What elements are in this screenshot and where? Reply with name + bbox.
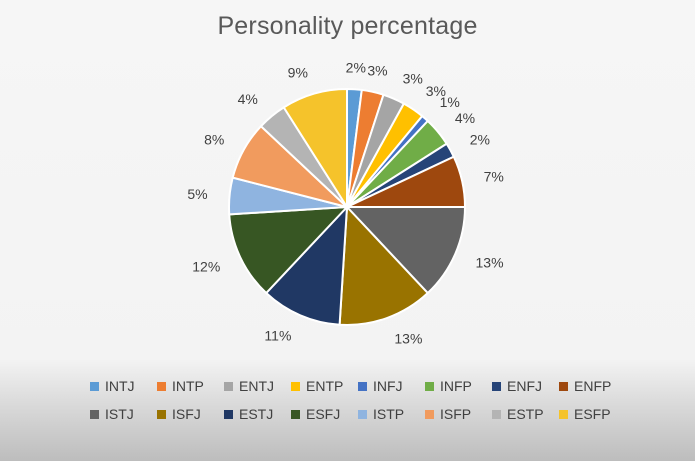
legend-swatch (90, 381, 99, 391)
legend-label: INTP (172, 378, 204, 394)
chart-legend: INTJ INTP ENTJ ENTP INFJ INFP ENFJ ENFP ISTJ ISF… (90, 372, 630, 428)
data-label-esfp: 9% (288, 65, 308, 81)
legend-item-entj: ENTJ (224, 378, 291, 394)
legend-label: ISFP (440, 406, 472, 422)
legend-swatch (492, 381, 501, 391)
legend-swatch (559, 381, 568, 391)
legend-swatch (157, 381, 166, 391)
legend-swatch (291, 409, 300, 419)
legend-item-intj: INTJ (90, 378, 157, 394)
legend-item-istp: ISTP (358, 406, 425, 422)
legend-item-infj: INFJ (358, 378, 425, 394)
legend-label: ENTP (306, 378, 344, 394)
legend-item-esfp: ESFP (559, 406, 626, 422)
data-label-intp: 3% (367, 62, 387, 78)
legend-item-enfj: ENFJ (492, 378, 559, 394)
legend-label: INFJ (373, 378, 403, 394)
data-label-istj: 13% (476, 255, 504, 271)
chart-title: Personality percentage (217, 12, 478, 40)
legend-label: ESFP (574, 406, 611, 422)
legend-row: INTJ INTP ENTJ ENTP INFJ INFP ENFJ ENFP (90, 372, 630, 400)
data-label-isfj: 13% (394, 331, 422, 347)
legend-item-enfp: ENFP (559, 378, 626, 394)
legend-item-estp: ESTP (492, 406, 559, 422)
pie-slice-esfj (228, 205, 350, 295)
legend-label: INTJ (105, 378, 135, 394)
legend-label: INFP (440, 378, 472, 394)
data-label-istp: 5% (187, 186, 207, 202)
data-label-infp: 4% (455, 110, 475, 126)
legend-label: ENFJ (507, 378, 542, 394)
data-label-infj: 1% (440, 94, 460, 110)
legend-label: ISTJ (105, 406, 134, 422)
pie-slice-isfj (338, 204, 430, 326)
data-label-enfp: 7% (484, 169, 504, 185)
data-label-intj: 2% (346, 59, 366, 75)
legend-swatch (358, 381, 367, 391)
pie-slice-esfp (282, 87, 348, 211)
legend-swatch (224, 381, 233, 391)
legend-label: ENTJ (239, 378, 274, 394)
legend-swatch (157, 409, 166, 419)
legend-swatch (358, 409, 367, 419)
pie-slice-estj (264, 204, 349, 326)
legend-label: ISFJ (172, 406, 201, 422)
legend-label: ENFP (574, 378, 612, 394)
data-label-estj: 11% (264, 328, 291, 344)
legend-item-entp: ENTP (291, 378, 358, 394)
legend-item-isfj: ISFJ (157, 406, 224, 422)
legend-row: ISTJ ISFJ ESTJ ESFJ ISTP ISFP ESTP ESFP (90, 400, 630, 428)
legend-swatch (291, 381, 300, 391)
data-label-entp: 3% (426, 83, 446, 99)
data-label-isfp: 8% (204, 132, 224, 148)
legend-swatch (425, 409, 434, 419)
legend-item-esfj: ESFJ (291, 406, 358, 422)
legend-swatch (492, 409, 501, 419)
legend-swatch (224, 409, 233, 419)
legend-item-infp: INFP (425, 378, 492, 394)
legend-item-istj: ISTJ (90, 406, 157, 422)
legend-item-intp: INTP (157, 378, 224, 394)
pie-slice-istj (344, 206, 467, 295)
data-label-estp: 4% (238, 91, 258, 107)
legend-swatch (90, 409, 99, 419)
legend-label: ESTP (507, 406, 544, 422)
legend-label: ISTP (373, 406, 405, 422)
legend-item-estj: ESTJ (224, 406, 291, 422)
data-label-entj: 3% (403, 71, 423, 87)
legend-swatch (425, 381, 434, 391)
data-label-esfj: 12% (192, 259, 220, 275)
legend-label: ESTJ (239, 406, 274, 422)
legend-label: ESFJ (306, 406, 341, 422)
data-label-enfj: 2% (470, 132, 490, 148)
legend-swatch (559, 409, 568, 419)
legend-item-isfp: ISFP (425, 406, 492, 422)
